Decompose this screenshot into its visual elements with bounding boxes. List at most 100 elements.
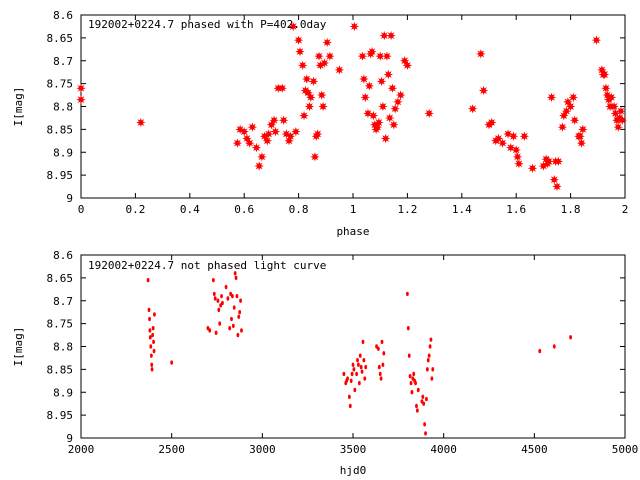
phased-data-point [578, 124, 588, 135]
phased-data-point [374, 117, 384, 128]
phased-data-point [266, 120, 277, 130]
unphased-data-point [427, 353, 431, 358]
unphased-data-point [228, 326, 232, 331]
unphased-data-point [552, 344, 556, 349]
unphased-data-point [349, 378, 353, 384]
unphased-data-point [407, 353, 411, 358]
phased-x-tick-label: 1.2 [397, 203, 417, 216]
unphased-x-tick-label: 4000 [430, 443, 457, 456]
phased-data-point [395, 90, 406, 100]
phased-data-point [293, 35, 304, 45]
unphased-data-point [430, 376, 434, 381]
phased-light-curve-plot: 0 0.2 0.4 0.6 0.8 1 1.2 1.4 1.6 1.8 2 8.6 8.65 8.7 8.7… [12, 9, 628, 238]
unphased-data-point [351, 362, 355, 367]
phased-data-point [617, 115, 627, 125]
unphased-data-point [409, 380, 413, 386]
phased-data-point [247, 122, 258, 132]
phased-x-tick-label: 1.4 [452, 203, 472, 216]
phased-data-point [364, 81, 375, 91]
unphased-data-point [149, 353, 153, 358]
phased-data-point [402, 60, 413, 71]
phased-y-tick-label: 8.9 [53, 146, 73, 159]
phased-data-point [254, 161, 264, 171]
phased-data-point [232, 138, 243, 148]
phased-data-point [357, 51, 368, 61]
unphased-data-point [412, 371, 416, 377]
phased-data-point [325, 51, 335, 61]
unphased-data-point [147, 307, 151, 313]
phased-data-point [310, 152, 320, 162]
unphased-data-point [237, 314, 241, 319]
phased-data-point [386, 30, 396, 41]
unphased-data-point [150, 362, 154, 367]
unphased-data-point [406, 291, 409, 297]
unphased-data-point [146, 277, 150, 283]
phased-data-point [262, 136, 273, 146]
phased-data-point [559, 110, 569, 121]
unphased-y-tick-label: 8.85 [47, 363, 74, 376]
unphased-data-point [236, 332, 240, 338]
phased-x-tick-label: 0 [78, 203, 85, 216]
unphased-data-point [363, 376, 367, 381]
phased-y-axis-title: I[mag] [12, 87, 25, 127]
unphased-data-point [150, 367, 154, 372]
phased-data-point [318, 101, 328, 112]
phased-y-tick-label: 8.7 [53, 55, 73, 68]
unphased-data-point [233, 271, 237, 276]
unphased-data-point [429, 337, 433, 342]
unphased-data-point [357, 380, 361, 386]
phased-y-tick-label: 8.65 [47, 32, 74, 45]
unphased-data-point [424, 431, 427, 436]
unphased-light-curve-plot: 2000 2500 3000 3500 4000 4500 5000 8.6 8.65 8.7 8.… [12, 249, 638, 477]
unphased-data-point [425, 367, 429, 372]
phased-data-point [302, 74, 312, 84]
unphased-y-tick-label: 8.65 [47, 272, 74, 285]
unphased-data-point [148, 335, 152, 340]
unphased-x-tick-label: 3000 [249, 443, 276, 456]
phased-data-point [244, 138, 255, 148]
unphased-data-point [231, 293, 234, 299]
phased-data-point [599, 69, 610, 80]
phased-data-point [514, 158, 524, 169]
unphased-data-point [379, 376, 383, 381]
phased-data-point [399, 56, 410, 66]
unphased-data-point [151, 332, 155, 338]
unphased-data-point [364, 364, 368, 370]
unphased-y-tick-label: 8.8 [53, 341, 73, 354]
phased-data-point [376, 76, 387, 87]
unphased-data-point [377, 364, 381, 370]
unphased-data-point [213, 296, 217, 301]
phased-data-point [76, 94, 86, 105]
unphased-x-tick-label: 3500 [340, 443, 367, 456]
phased-y-tick-label: 8.75 [47, 78, 74, 91]
unphased-data-point [538, 348, 542, 354]
phased-data-point [242, 133, 252, 144]
unphased-data-point [353, 387, 357, 393]
unphased-data-point [238, 309, 242, 315]
phased-data-point [508, 131, 519, 141]
phased-x-tick-label: 0.6 [234, 203, 254, 216]
unphased-data-point [151, 326, 155, 331]
phased-data-point [263, 129, 274, 139]
unphased-data-point [414, 380, 417, 386]
unphased-data-point [235, 293, 239, 299]
phased-data-point [390, 104, 400, 114]
phased-data-point [511, 145, 521, 155]
unphased-data-point [416, 387, 420, 393]
phased-data-point [384, 113, 395, 123]
phased-x-tick-label: 1.8 [561, 203, 581, 216]
phased-data-point [497, 138, 508, 148]
unphased-data-point [380, 339, 384, 345]
unphased-data-point [359, 364, 363, 370]
phased-data-point [270, 126, 281, 137]
phased-data-point [568, 92, 579, 103]
phased-data-point [565, 101, 576, 112]
unphased-data-point [170, 360, 174, 365]
phased-x-tick-label: 1 [350, 203, 357, 216]
unphased-y-tick-label: 8.95 [47, 409, 74, 422]
unphased-data-point [376, 346, 380, 351]
unphased-y-tick-label: 8.6 [53, 249, 73, 262]
phased-data-point [239, 126, 249, 137]
phased-data-point [349, 21, 360, 32]
unphased-data-point [221, 300, 224, 306]
